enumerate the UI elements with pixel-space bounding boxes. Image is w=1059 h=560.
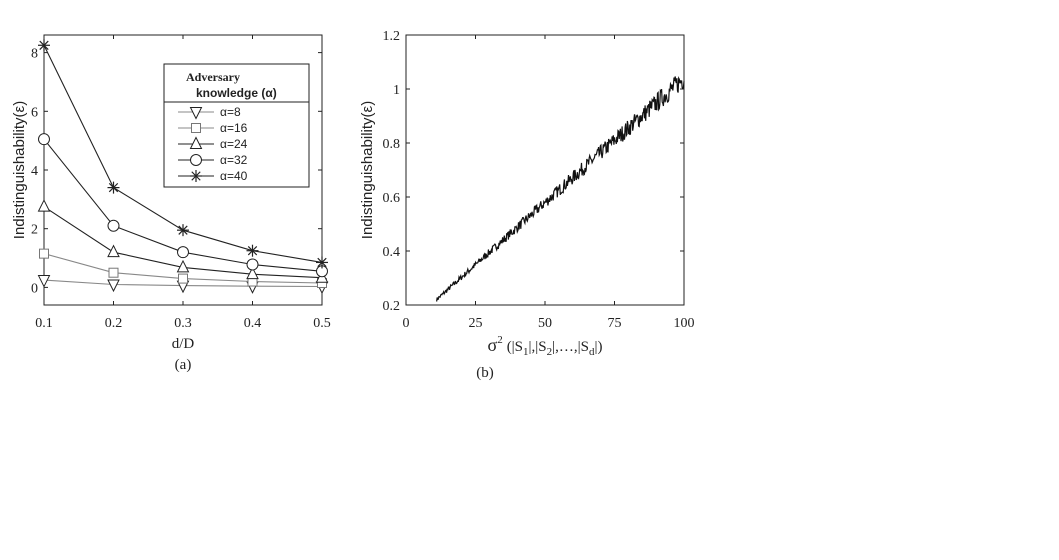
y-tick-label: 0.4 — [383, 245, 401, 260]
legend-title-line1: Adversary — [186, 70, 240, 84]
xlabel-sub3: d — [589, 346, 595, 358]
y-tick-label: 1.2 — [383, 29, 401, 44]
legend-entry: α=16 — [178, 121, 248, 135]
chart-a: 0 2 4 6 8 0.1 0.2 0.3 0.4 0.5 Indistinguishabili… — [11, 34, 331, 373]
legend-label: α=8 — [220, 105, 241, 119]
xlabel-sub2: 2 — [547, 346, 553, 358]
legend-marker — [190, 154, 202, 166]
x-tick-label: 50 — [538, 316, 552, 331]
y-tick-label: 8 — [31, 47, 38, 62]
legend-marker — [190, 170, 202, 182]
legend-entry: α=32 — [178, 153, 248, 167]
data-point — [37, 275, 51, 288]
data-point — [107, 219, 120, 232]
xlabel-mid1: |,|S — [529, 339, 547, 355]
series-square — [39, 248, 327, 288]
series-asterisk — [38, 39, 328, 269]
chart-a-y-axis: 0 2 4 6 8 — [31, 47, 322, 296]
xlabel-end: |) — [595, 339, 603, 355]
data-point — [108, 267, 119, 278]
legend-marker — [189, 136, 203, 149]
data-point — [246, 266, 259, 280]
y-tick-label: 4 — [31, 164, 38, 179]
legend-label: α=40 — [220, 169, 248, 183]
x-tick-label: 100 — [674, 316, 695, 331]
xlabel-rest: (|S — [507, 339, 523, 355]
legend-title-line2: knowledge (α) — [196, 86, 277, 100]
x-tick-label: 75 — [608, 316, 622, 331]
chart-a-xlabel: d/D — [172, 336, 195, 352]
series-circle — [38, 133, 328, 278]
data-point — [178, 273, 188, 284]
data-point — [316, 256, 328, 269]
data-point — [246, 244, 259, 257]
chart-a-panel-label: (a) — [175, 357, 192, 373]
xlabel-sup: 2 — [497, 334, 503, 346]
chart-b: 0.2 0.4 0.6 0.8 1 1.2 0 25 50 75 100 Indistinguis… — [359, 29, 695, 381]
data-point — [177, 224, 189, 237]
xlabel-sub1: 1 — [523, 346, 529, 358]
x-tick-label: 0.2 — [105, 316, 123, 331]
xlabel-mid2: |,…,|S — [552, 339, 589, 355]
legend-label: α=32 — [220, 153, 248, 167]
legend-entry: α=24 — [178, 136, 248, 151]
data-point — [107, 181, 120, 194]
chart-b-plot-area — [405, 34, 685, 306]
legend-marker — [189, 107, 203, 120]
data-point — [177, 246, 189, 259]
legend-marker — [191, 123, 201, 133]
data-point — [246, 258, 259, 271]
chart-a-ylabel: Indistinguishability(ε) — [11, 101, 28, 239]
legend-box — [163, 63, 310, 188]
xlabel-sigma: σ — [487, 335, 497, 355]
data-point — [39, 248, 49, 259]
x-tick-label: 0.4 — [244, 316, 262, 331]
y-tick-label: 0.2 — [383, 299, 401, 314]
y-tick-label: 0.8 — [383, 137, 401, 152]
data-point — [37, 199, 51, 212]
legend-entry: α=8 — [178, 105, 241, 120]
x-tick-label: 0 — [403, 316, 410, 331]
chart-b-panel-label: (b) — [476, 365, 494, 381]
y-tick-label: 0 — [31, 281, 38, 296]
chart-a-series-group — [37, 39, 329, 295]
y-tick-label: 2 — [31, 223, 38, 238]
y-tick-label: 6 — [31, 105, 38, 120]
y-tick-label: 0.6 — [383, 191, 401, 206]
chart-b-ylabel: Indistinguishability(ε) — [359, 101, 376, 239]
data-point — [107, 244, 120, 258]
x-tick-label: 0.5 — [313, 316, 331, 331]
chart-a-legend: Adversary knowledge (α) α=8α=16α=24α=32α… — [163, 63, 310, 188]
x-tick-label: 0.1 — [35, 316, 53, 331]
data-point — [107, 279, 120, 293]
data-point — [38, 133, 50, 146]
x-tick-label: 0.3 — [174, 316, 192, 331]
legend-entries: α=8 α=16 α=24 α=32 α=40 — [178, 105, 248, 183]
chart-b-x-axis: 0 25 50 75 100 — [403, 35, 695, 331]
data-point — [176, 259, 190, 273]
data-point — [38, 39, 50, 52]
x-tick-label: 25 — [469, 316, 483, 331]
chart-b-xlabel: σ2 (|S1|,|S2|,…,|Sd|) — [487, 334, 602, 358]
chart-a-x-axis: 0.1 0.2 0.3 0.4 0.5 — [35, 35, 331, 331]
chart-b-series-line — [436, 76, 685, 302]
y-tick-label: 1 — [393, 83, 400, 98]
legend-label: α=16 — [220, 121, 248, 135]
legend-label: α=24 — [220, 137, 248, 151]
legend-entry: α=40 — [178, 169, 248, 183]
chart-b-y-axis: 0.2 0.4 0.6 0.8 1 1.2 — [383, 29, 684, 314]
